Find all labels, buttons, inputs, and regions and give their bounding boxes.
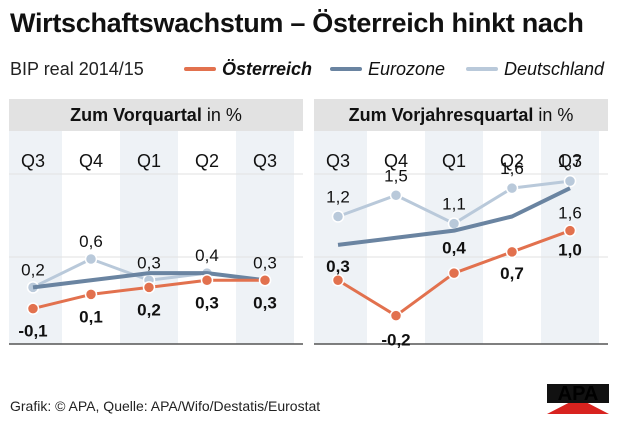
data-point: [505, 245, 519, 259]
source-footer: Grafik: © APA, Quelle: APA/Wifo/Destatis…: [10, 398, 321, 414]
data-point: [26, 302, 40, 315]
x-tick-label: Q1: [137, 151, 161, 171]
legend-label-oesterreich: Österreich: [222, 58, 313, 79]
series-line-1: [337, 186, 571, 247]
legend-label-eurozone: Eurozone: [368, 58, 446, 79]
x-tick-label: Q4: [384, 151, 408, 171]
series-line-1: [32, 271, 266, 290]
data-point: [447, 266, 461, 280]
data-point: [563, 224, 577, 237]
panel-year-on-year: Zum Vorjahresquartal in % Q3 Q4 Q1 Q2 Q3 1,2 1…: [314, 99, 608, 377]
data-point: [142, 281, 156, 294]
x-tick-label: Q3: [326, 151, 350, 171]
data-point: [258, 274, 272, 287]
panel-quarter-on-quarter: Zum Vorquartal in % Q3 Q4 Q1 Q2 Q3 0,2 0,6 0,3 0…: [9, 99, 303, 377]
data-label: 0,6: [79, 232, 103, 251]
data-point: [84, 288, 98, 301]
data-label: 0,7: [500, 264, 524, 283]
column-band: [236, 131, 294, 344]
legend-label-deutschland: Deutschland: [504, 58, 605, 79]
data-label: 0,2: [137, 300, 161, 319]
data-label: 1,1: [442, 195, 466, 214]
legend: Österreich Eurozone Deutschland: [0, 57, 620, 81]
legend-swatch-eurozone: [330, 67, 362, 71]
data-label: 0,3: [253, 253, 277, 272]
x-tick-label: Q3: [558, 151, 582, 171]
data-point: [505, 181, 519, 195]
x-tick-label: Q2: [195, 151, 219, 171]
legend-swatch-oesterreich: [184, 67, 216, 71]
data-label: -0,2: [381, 331, 410, 350]
data-point: [447, 217, 461, 230]
data-point: [331, 274, 345, 287]
data-label: 0,1: [79, 307, 103, 326]
column-band: [425, 131, 483, 344]
x-tick-label: Q1: [442, 151, 466, 171]
data-point: [331, 210, 345, 223]
data-point: [200, 274, 214, 287]
logo-red-triangle: [547, 398, 609, 414]
legend-item-oesterreich: Österreich: [184, 57, 312, 81]
data-label: 0,3: [253, 293, 277, 312]
data-label: -0,1: [18, 322, 47, 341]
panel-header-quarter-on-quarter: Zum Vorquartal in %: [9, 99, 303, 131]
data-label: 0,3: [326, 257, 350, 276]
panel-title: Zum Vorquartal: [70, 104, 202, 125]
data-point: [389, 309, 403, 322]
x-tick-label: Q3: [253, 151, 277, 171]
data-label: 1,7: [558, 152, 582, 171]
data-label: 1,0: [558, 241, 582, 260]
logo-text: APA: [558, 384, 599, 405]
chart-year-on-year: Q3 Q4 Q1 Q2 Q3 1,2 1,5 1,1 1,6 1,7 0,3 0,4 0,7 1,0 -0,…: [314, 131, 608, 350]
data-point: [84, 252, 98, 266]
panel-header-year-on-year: Zum Vorjahresquartal in %: [314, 99, 608, 131]
logo-black-bar: [547, 384, 609, 403]
data-label: 1,6: [500, 159, 524, 178]
data-label: 0,4: [195, 246, 219, 265]
legend-item-eurozone: Eurozone: [330, 57, 445, 81]
panel-title: Zum Vorjahresquartal: [348, 104, 534, 125]
data-label: 0,4: [442, 239, 466, 258]
column-band: [120, 131, 178, 344]
data-label: 1,5: [384, 166, 408, 185]
data-point: [389, 189, 403, 202]
x-tick-label: Q2: [500, 151, 524, 171]
apa-logo: APA: [547, 384, 609, 414]
column-band: [314, 131, 367, 344]
legend-swatch-deutschland: [466, 67, 498, 71]
panel-unit: in %: [206, 104, 242, 125]
data-point: [563, 174, 577, 188]
x-tick-label: Q4: [79, 151, 103, 171]
data-label: 0,3: [137, 253, 161, 272]
legend-item-deutschland: Deutschland: [466, 57, 604, 81]
panel-unit: in %: [538, 104, 574, 125]
chart-title: Wirtschaftswachstum – Österreich hinkt n…: [10, 8, 584, 38]
chart-quarter-on-quarter: Q3 Q4 Q1 Q2 Q3 0,2 0,6 0,3 0,4 0,3 -0,1 0,1 0,2 0,3 0,…: [9, 131, 303, 345]
x-tick-label: Q3: [21, 151, 45, 171]
chart-subtitle: BIP real 2014/15: [10, 59, 144, 79]
data-label: 0,2: [21, 260, 45, 279]
data-label: 0,3: [195, 293, 219, 312]
data-label: 1,2: [326, 188, 350, 207]
data-label: 1,6: [558, 204, 582, 223]
